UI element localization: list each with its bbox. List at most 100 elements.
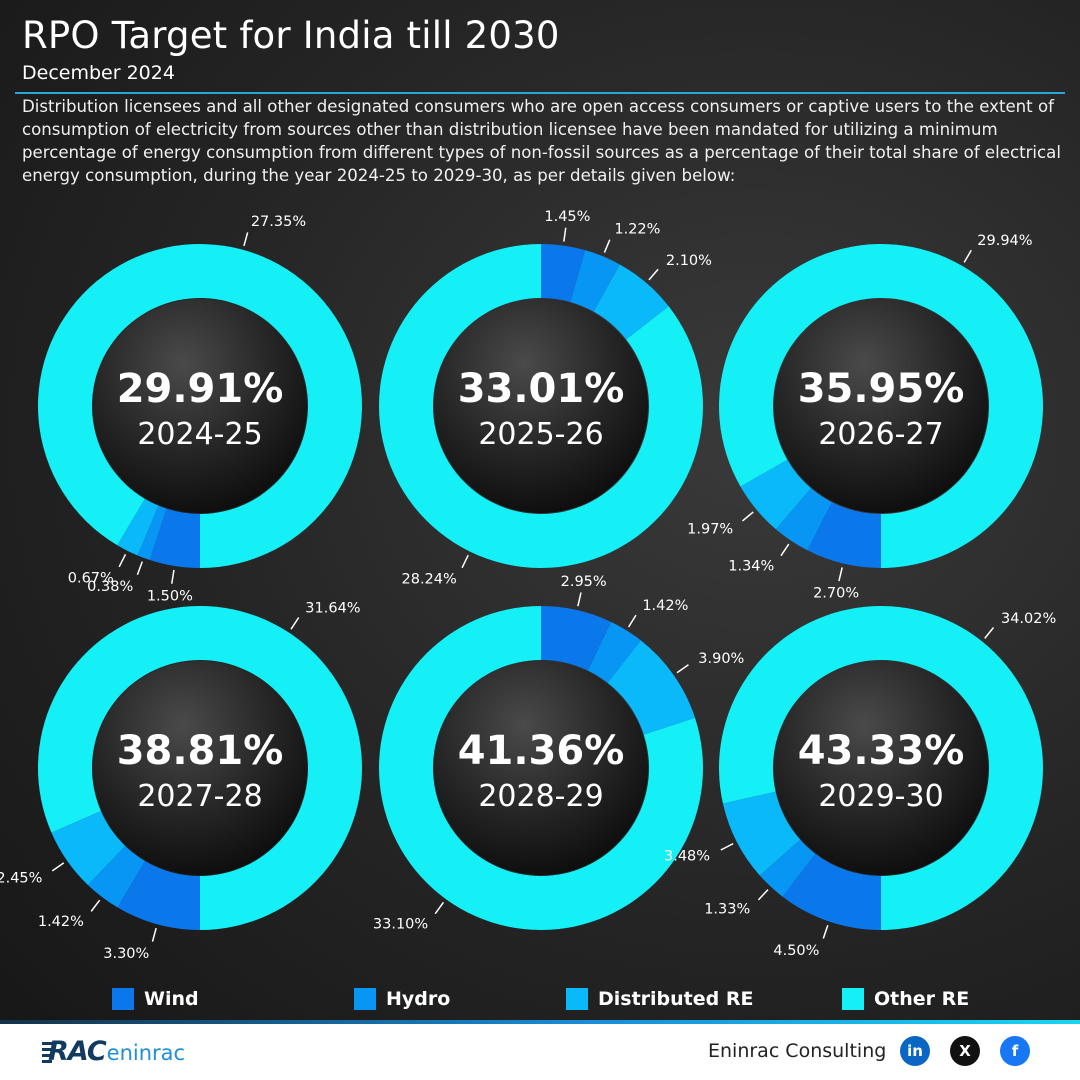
slice-value-label: 27.35% [251, 214, 306, 230]
slice-value-label: 2.10% [666, 253, 712, 269]
leader-line [290, 617, 300, 630]
leader-line [461, 554, 469, 569]
donut-slice-distributed-re [593, 264, 669, 340]
legend-swatch-wind [112, 988, 134, 1010]
leader-line [780, 543, 790, 557]
slice-value-label: 29.94% [977, 233, 1032, 249]
slice-value-label: 3.90% [698, 651, 744, 667]
donut-slice-distributed-re [51, 811, 126, 885]
slice-value-label: 1.42% [38, 914, 84, 930]
slice-value-label: 3.30% [103, 946, 149, 962]
leader-line [90, 899, 101, 912]
leader-line [741, 511, 754, 522]
donut-chart-2025-26: 33.01% 2025-26 1.45% 1.22% 2.10% 28.24% [379, 209, 712, 588]
donut-total-label: 41.36% [458, 728, 625, 774]
donut-total-label: 35.95% [798, 366, 965, 412]
footer-accent-bar [0, 1020, 1080, 1024]
slice-value-label: 3.48% [664, 848, 710, 864]
donut-slice-hydro [775, 488, 832, 551]
logo-eninrac-text: eninrac [106, 1041, 186, 1065]
legend-item-distributed-re: Distributed RE [566, 988, 753, 1010]
leader-line [757, 889, 769, 901]
facebook-icon[interactable]: f [1000, 1036, 1030, 1066]
leader-line [648, 268, 659, 281]
donut-hole [434, 661, 648, 875]
donut-hole [93, 661, 307, 875]
leader-line [563, 227, 567, 242]
donut-chart-2026-27: 35.95% 2026-27 2.70% 1.34% 1.97% 29.94% [687, 233, 1043, 602]
donut-slice-wind [807, 502, 881, 568]
slice-value-label: 1.22% [614, 222, 660, 238]
slice-value-label: 1.45% [544, 209, 590, 225]
slice-value-label: 2.70% [813, 586, 859, 602]
slice-value-label: 34.02% [1001, 611, 1056, 627]
leader-line [434, 901, 445, 915]
donut-total-label: 33.01% [458, 366, 625, 412]
donut-year-label: 2024-25 [137, 417, 262, 452]
donut-year-label: 2029-30 [818, 779, 943, 814]
donut-slice-wind [541, 244, 586, 303]
donut-year-label: 2027-28 [137, 779, 262, 814]
donut-chart-2028-29: 41.36% 2028-29 2.95% 1.42% 3.90% 33.10% [373, 574, 744, 933]
donut-slice-distributed-re [740, 459, 811, 530]
donut-slice-distributed-re [607, 640, 696, 735]
leader-line [171, 569, 175, 584]
donut-slice-distributed-re [117, 498, 159, 556]
slice-value-label: 33.10% [373, 916, 428, 932]
leader-line [627, 614, 637, 628]
slice-value-label: 2.95% [561, 574, 607, 590]
donut-hole [774, 299, 988, 513]
legend-label-distributed-re: Distributed RE [598, 988, 754, 1010]
donut-slice-hydro [570, 250, 620, 312]
description-text: Distribution licensees and all other des… [22, 97, 1061, 185]
x-twitter-icon[interactable]: X [950, 1036, 980, 1066]
slice-value-label: 1.42% [642, 598, 688, 614]
slice-value-label: 1.34% [728, 559, 774, 575]
legend-swatch-other-re [842, 988, 864, 1010]
title-divider [15, 92, 1065, 94]
leader-line [822, 925, 829, 939]
donut-slice-hydro [587, 621, 641, 683]
leader-line [963, 249, 972, 263]
slice-value-label: 31.64% [305, 600, 360, 616]
donut-hole [93, 299, 307, 513]
donut-slice-wind [149, 508, 200, 568]
slice-value-label: 4.50% [773, 943, 819, 959]
leader-line [151, 927, 157, 942]
donut-slice-other-re [718, 605, 1043, 930]
leader-line [984, 627, 995, 639]
leader-line [720, 842, 734, 851]
slice-value-label: 2.45% [0, 871, 42, 887]
legend-item-wind: Wind [112, 988, 199, 1010]
donut-total-label: 43.33% [798, 728, 965, 774]
donut-slice-other-re [719, 244, 1043, 569]
legend-item-hydro: Hydro [354, 988, 450, 1010]
leader-line [577, 592, 582, 607]
donut-slice-hydro [759, 839, 816, 897]
slice-value-label: 0.38% [87, 579, 133, 595]
legend-label-wind: Wind [144, 988, 199, 1010]
page-title: RPO Target for India till 2030 [22, 14, 560, 57]
donut-slice-wind [782, 853, 881, 930]
leader-line [603, 239, 611, 253]
leader-line [676, 664, 689, 674]
company-name: Eninrac Consulting [708, 1040, 887, 1062]
slice-value-label: 0.67% [68, 571, 114, 587]
page-subtitle: December 2024 [22, 62, 175, 84]
leader-line [51, 862, 65, 872]
donut-slice-distributed-re [722, 791, 801, 876]
donut-slice-other-re [37, 244, 363, 569]
donut-total-label: 38.81% [117, 728, 284, 774]
slice-value-label: 28.24% [402, 572, 457, 588]
linkedin-icon[interactable]: in [900, 1036, 930, 1066]
legend-swatch-distributed-re [566, 988, 588, 1010]
slice-value-label: 1.97% [687, 522, 733, 538]
donut-total-label: 29.91% [117, 366, 284, 412]
leader-line [838, 567, 843, 582]
leader-line [136, 561, 143, 576]
slice-value-label: 1.50% [147, 589, 193, 605]
donut-slice-wind [541, 606, 612, 671]
logo-rac-text: RAC [48, 1036, 107, 1067]
donut-chart-2027-28: 38.81% 2027-28 3.30% 1.42% 2.45% 31.64% [0, 600, 363, 962]
